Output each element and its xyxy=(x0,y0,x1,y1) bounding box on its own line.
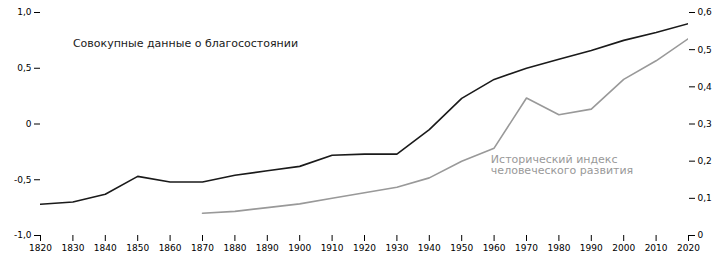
svg-text:-0,5: -0,5 xyxy=(14,175,32,185)
svg-text:0,4: 0,4 xyxy=(698,82,713,92)
svg-text:1970: 1970 xyxy=(515,243,538,253)
svg-text:1850: 1850 xyxy=(126,243,149,253)
svg-text:1910: 1910 xyxy=(321,243,344,253)
svg-text:1960: 1960 xyxy=(483,243,506,253)
svg-text:0,3: 0,3 xyxy=(698,119,712,129)
svg-text:2020: 2020 xyxy=(677,243,700,253)
svg-text:Исторический индексчеловеческо: Исторический индексчеловеческого развити… xyxy=(491,153,633,177)
svg-text:0,1: 0,1 xyxy=(698,193,712,203)
svg-text:1940: 1940 xyxy=(418,243,441,253)
svg-text:1950: 1950 xyxy=(450,243,473,253)
svg-text:1980: 1980 xyxy=(547,243,570,253)
svg-text:0: 0 xyxy=(698,230,704,240)
svg-text:2010: 2010 xyxy=(645,243,668,253)
svg-text:Совокупные данные о благососто: Совокупные данные о благосостоянии xyxy=(73,37,298,50)
svg-text:1990: 1990 xyxy=(580,243,603,253)
svg-text:1840: 1840 xyxy=(94,243,117,253)
svg-text:1920: 1920 xyxy=(353,243,376,253)
svg-text:1,0: 1,0 xyxy=(17,7,32,17)
svg-text:1830: 1830 xyxy=(61,243,84,253)
svg-text:1860: 1860 xyxy=(159,243,182,253)
svg-text:0,6: 0,6 xyxy=(698,7,713,17)
svg-text:0,2: 0,2 xyxy=(698,156,712,166)
svg-text:0: 0 xyxy=(26,119,32,129)
svg-text:1820: 1820 xyxy=(29,243,52,253)
svg-text:0,5: 0,5 xyxy=(698,45,712,55)
svg-text:2000: 2000 xyxy=(612,243,635,253)
svg-text:1890: 1890 xyxy=(256,243,279,253)
svg-text:0,5: 0,5 xyxy=(17,63,31,73)
svg-text:1870: 1870 xyxy=(191,243,214,253)
svg-text:1880: 1880 xyxy=(223,243,246,253)
svg-text:1900: 1900 xyxy=(288,243,311,253)
svg-text:1930: 1930 xyxy=(385,243,408,253)
svg-text:-1,0: -1,0 xyxy=(14,230,32,240)
